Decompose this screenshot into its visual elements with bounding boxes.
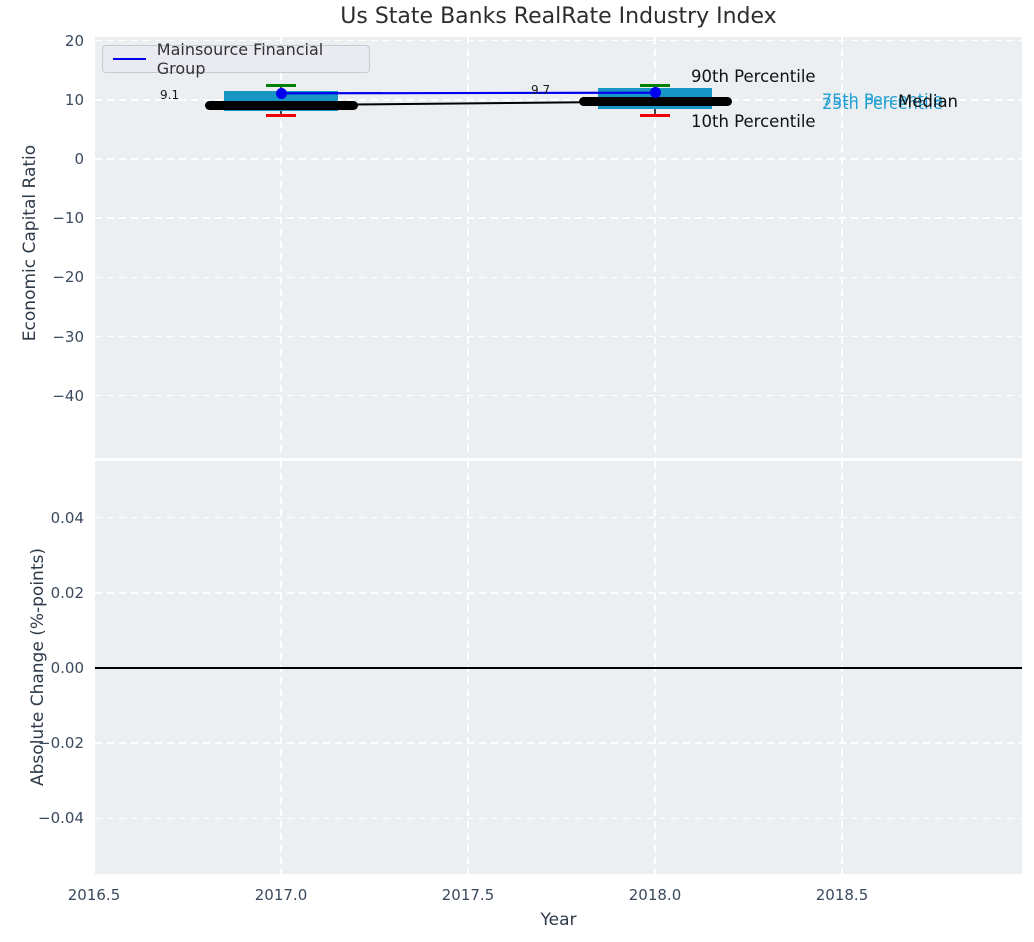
annotation-p25: 25th Percentile <box>822 94 943 113</box>
annotation-p75: 75th Percentile <box>822 90 943 109</box>
gridline <box>95 158 1022 160</box>
p10-cap <box>266 113 296 117</box>
x-axis-label: Year <box>540 910 577 930</box>
bottom-y-axis-label: Absolute Change (%-points) <box>28 548 48 786</box>
company-marker <box>275 87 287 99</box>
chart-title: Us State Banks RealRate Industry Index <box>340 4 777 29</box>
y-tick-label: 0.04 <box>50 508 84 527</box>
gridline <box>467 37 469 458</box>
legend-line-swatch <box>113 58 146 60</box>
gridline <box>95 817 1022 820</box>
x-tick-label: 2018.5 <box>815 886 869 904</box>
median-bar <box>204 100 358 110</box>
gridline <box>95 516 1022 519</box>
y-tick-label: −10 <box>52 209 84 228</box>
annotation-p10: 10th Percentile <box>691 112 816 131</box>
y-tick-label: 0.00 <box>50 659 84 677</box>
x-tick-label: 2016.5 <box>67 886 121 904</box>
y-tick-label: 20 <box>64 31 84 50</box>
legend-label: Mainsource Financial Group <box>156 40 324 78</box>
x-tick-label: 2017.5 <box>441 886 495 904</box>
y-tick-label: 0 <box>74 150 84 168</box>
y-tick-label: 10 <box>64 90 84 109</box>
gridline <box>841 37 843 458</box>
p10-cap <box>640 113 670 117</box>
x-tick-label: 2018.0 <box>628 886 682 904</box>
y-tick-label: −40 <box>52 386 84 405</box>
y-tick-label: 0.02 <box>50 583 84 602</box>
y-tick-label: −0.04 <box>38 809 84 828</box>
y-tick-label: −0.02 <box>38 734 84 753</box>
top-y-axis-label: Economic Capital Ratio <box>20 144 40 342</box>
y-tick-label: −20 <box>52 268 84 287</box>
gridline <box>95 742 1022 745</box>
legend: Mainsource Financial Group <box>102 40 370 78</box>
p90-cap <box>266 84 296 88</box>
annotation-median: Median <box>898 92 959 111</box>
company-marker <box>649 87 661 99</box>
gridline <box>95 217 1022 219</box>
zero-line <box>95 667 1022 669</box>
gridline <box>95 99 1022 101</box>
gridline <box>95 39 1022 42</box>
p90-cap <box>640 84 670 88</box>
y-tick-label: −30 <box>52 327 84 346</box>
annotation-2018-value: 9.7 <box>531 83 551 97</box>
gridline <box>95 394 1022 397</box>
median-bar <box>578 97 732 107</box>
gridline <box>95 591 1022 594</box>
x-tick-label: 2017.0 <box>254 886 308 904</box>
annotation-2017-value: 9.1 <box>160 88 180 102</box>
gridline <box>654 37 656 458</box>
gridline <box>95 276 1022 279</box>
annotation-p90: 90th Percentile <box>691 67 816 86</box>
gridline <box>280 37 282 458</box>
gridline <box>95 335 1022 338</box>
